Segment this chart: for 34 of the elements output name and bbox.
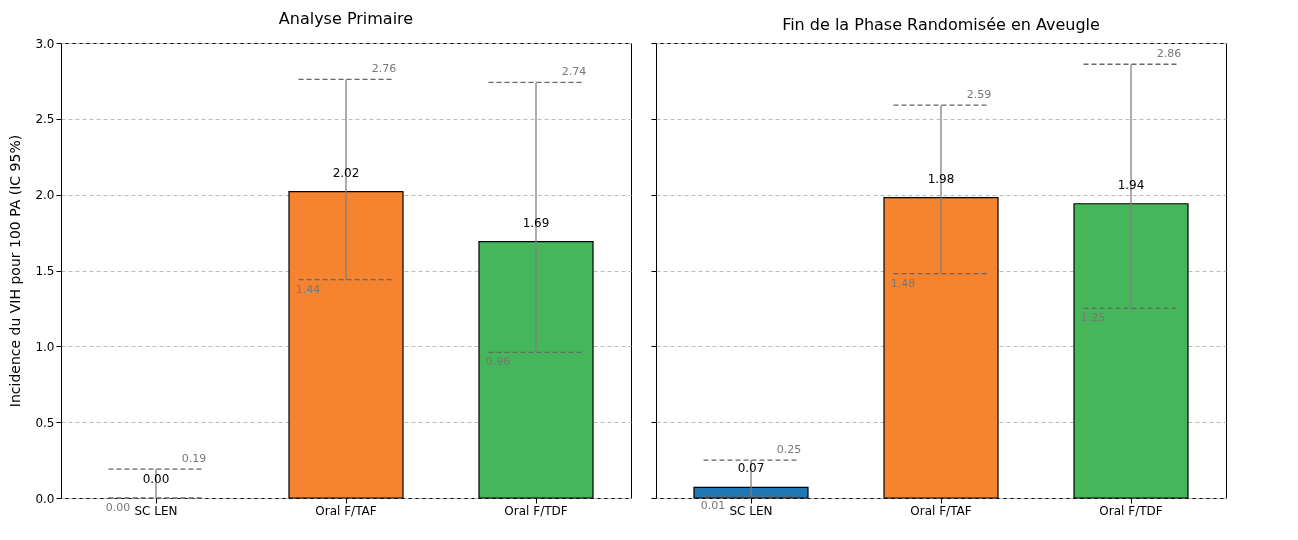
annotation: 1.25 [1080,311,1106,325]
annotation: 2.74 [561,65,587,79]
y-tick-label: 2.5 [35,112,55,127]
y-tick-label: 3.0 [35,36,55,51]
annotation: 1.48 [890,276,916,290]
data-label: 0.00 [142,472,170,486]
annotation: 0.01 [700,499,726,513]
y-axis-title: Incidence du VIH pour 100 PA (IC 95%) [7,134,24,408]
x-tick-label: Oral F/TDF [1099,503,1163,518]
x-tick-label: Oral F/TAF [315,503,377,518]
data-label: 0.07 [737,461,765,476]
annotation: 2.76 [371,62,397,76]
annotation: 0.00 [105,501,131,514]
data-label: 1.98 [927,171,955,186]
y-tick-label: 0.0 [35,491,55,506]
x-tick-label: Oral F/TAF [910,503,972,518]
y-tick-label: 1.5 [35,264,55,278]
x-tick-label: SC LEN [134,503,178,518]
annotation: 0.25 [776,443,802,457]
y-tick-label: 1.0 [35,339,55,354]
data-label: 1.94 [1117,177,1145,192]
annotation: 2.86 [1156,47,1182,61]
annotation: 0.19 [181,452,207,466]
annotation: 1.44 [295,282,321,296]
y-tick-label: 2.0 [35,188,55,203]
x-tick-label: SC LEN [729,503,773,518]
annotation: 0.96 [485,355,511,369]
annotation: 2.59 [966,88,992,102]
data-label: 1.69 [522,215,550,230]
y-tick-label: 0.5 [35,415,55,430]
chart-title: Analyse Primaire [278,9,414,28]
chart-title: Fin de la Phase Randomisée en Aveugle [782,14,1100,34]
data-label: 2.02 [332,165,360,180]
x-tick-label: Oral F/TDF [504,503,568,518]
